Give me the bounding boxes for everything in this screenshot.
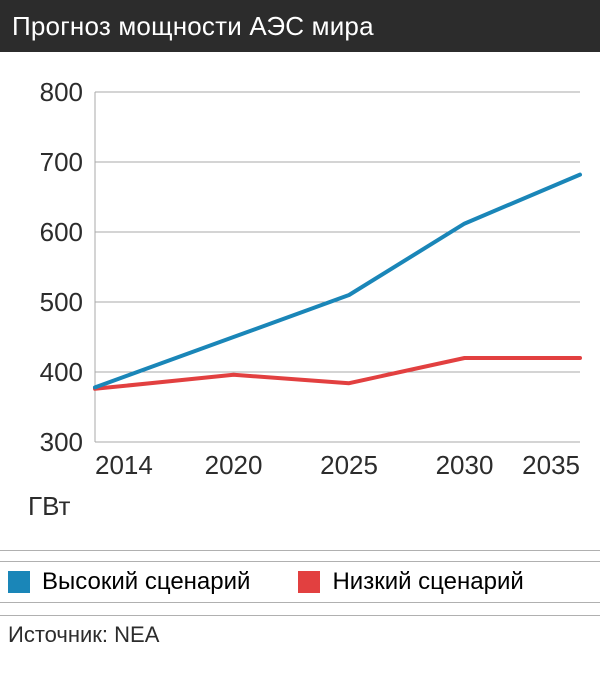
chart-header: Прогноз мощности АЭС мира bbox=[0, 0, 600, 52]
y-tick-label: 300 bbox=[40, 427, 83, 457]
legend-label-high: Высокий сценарий bbox=[42, 568, 250, 596]
x-tick-label: 2014 bbox=[95, 450, 153, 480]
line-chart: 300 400 500 600 700 800 2014 2020 2025 2030 2035 bbox=[0, 52, 600, 482]
legend-dividers: Высокий сценарий Низкий сценарий Источни… bbox=[0, 550, 600, 648]
series-high-line bbox=[95, 175, 580, 388]
chart-area: 300 400 500 600 700 800 2014 2020 2025 2030 2035 Г… bbox=[0, 52, 600, 522]
source-text: NEA bbox=[114, 622, 159, 647]
source-line: Источник: NEA bbox=[0, 616, 600, 648]
legend: Высокий сценарий Низкий сценарий bbox=[0, 562, 600, 602]
legend-swatch-high bbox=[8, 571, 30, 593]
legend-label-low: Низкий сценарий bbox=[332, 568, 523, 596]
y-tick-label: 400 bbox=[40, 357, 83, 387]
legend-item-high: Высокий сценарий bbox=[8, 568, 250, 596]
x-tick-label: 2025 bbox=[320, 450, 378, 480]
y-tick-label: 500 bbox=[40, 287, 83, 317]
y-axis-unit: ГВт bbox=[28, 491, 70, 522]
x-tick-label: 2030 bbox=[436, 450, 494, 480]
y-tick-label: 600 bbox=[40, 217, 83, 247]
legend-item-low: Низкий сценарий bbox=[298, 568, 523, 596]
chart-title: Прогноз мощности АЭС мира bbox=[12, 11, 374, 42]
y-tick-label: 800 bbox=[40, 77, 83, 107]
source-prefix: Источник: bbox=[8, 622, 114, 647]
x-tick-label: 2035 bbox=[522, 450, 580, 480]
x-tick-label: 2020 bbox=[205, 450, 263, 480]
y-tick-label: 700 bbox=[40, 147, 83, 177]
legend-swatch-low bbox=[298, 571, 320, 593]
